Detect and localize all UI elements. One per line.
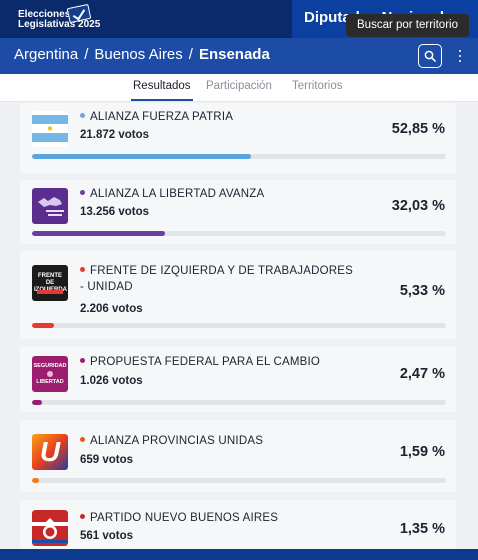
party-name: FRENTE DE IZQUIERDA Y DE TRABAJADORES - … (80, 263, 360, 295)
logo-text: LIBERTAD (36, 379, 64, 385)
party-name-text: PROPUESTA FEDERAL PARA EL CAMBIO (90, 356, 321, 368)
party-name: PROPUESTA FEDERAL PARA EL CAMBIO (80, 354, 380, 370)
party-color-dot (80, 358, 85, 363)
party-name: ALIANZA LA LIBERTAD AVANZA (80, 186, 380, 202)
result-card[interactable]: PARTIDO NUEVO BUENOS AIRES 561 votos 1,3… (20, 500, 456, 549)
frente-izquierda-logo: FRENTE DE IZQUIERDA (32, 265, 68, 301)
nuevo-buenos-aires-logo (32, 510, 68, 546)
party-name: PARTIDO NUEVO BUENOS AIRES (80, 510, 380, 526)
party-color-dot (80, 190, 85, 195)
provincias-unidas-logo: U (32, 434, 68, 470)
tab-bar: Resultados Participación Territorios (0, 74, 478, 102)
progress-fill (32, 154, 251, 159)
logo-line-1: Elecciones (18, 9, 71, 20)
result-progress-bar (32, 231, 446, 236)
result-card[interactable]: ALIANZA LA LIBERTAD AVANZA 13.256 votos … (20, 180, 456, 244)
vote-count: 561 votos (80, 530, 134, 542)
vote-count: 659 votos (80, 454, 134, 466)
party-name-text: ALIANZA PROVINCIAS UNIDAS (90, 435, 264, 447)
progress-fill (32, 323, 55, 328)
vote-percentage: 32,03 % (391, 198, 445, 214)
logo-emblem (47, 371, 53, 377)
party-name-text: ALIANZA LA LIBERTAD AVANZA (90, 188, 265, 200)
more-options-icon[interactable] (455, 48, 465, 64)
result-card[interactable]: U ALIANZA PROVINCIAS UNIDAS 659 votos 1,… (20, 420, 456, 492)
result-card[interactable]: FRENTE DE IZQUIERDA FRENTE DE IZQUIERDA … (20, 251, 456, 339)
party-name-text: PARTIDO NUEVO BUENOS AIRES (90, 512, 279, 524)
logo-letter: U (39, 436, 61, 467)
breadcrumb: Argentina / Buenos Aires / Ensenada (14, 46, 270, 63)
tab-territorios[interactable]: Territorios (292, 80, 343, 92)
search-tooltip: Buscar por territorio (346, 14, 469, 37)
logo-text: SEGURIDAD (33, 363, 67, 369)
result-progress-bar (32, 154, 446, 159)
argentina-flag-icon (32, 111, 68, 147)
breadcrumb-buenos-aires[interactable]: Buenos Aires (94, 46, 183, 63)
tab-resultados[interactable]: Resultados (131, 80, 193, 101)
party-color-dot (80, 437, 85, 442)
elections-logo[interactable]: Elecciones Legislativas 2025 (18, 3, 101, 30)
party-name: ALIANZA FUERZA PATRIA (80, 109, 380, 125)
vote-percentage: 1,59 % (399, 444, 445, 460)
logo-stripe (37, 290, 63, 294)
bottom-bar (0, 549, 478, 560)
libertad-avanza-logo (32, 188, 68, 224)
breadcrumb-bar: Argentina / Buenos Aires / Ensenada (0, 38, 478, 74)
party-name-text: FRENTE DE IZQUIERDA Y DE TRABAJADORES - … (80, 265, 354, 293)
result-progress-bar (32, 323, 446, 328)
search-territory-button[interactable] (418, 44, 442, 68)
vote-count: 1.026 votos (80, 375, 143, 387)
vote-percentage: 52,85 % (391, 121, 445, 137)
vote-count: 21.872 votos (80, 129, 150, 141)
party-color-dot (80, 113, 85, 118)
party-color-dot (80, 267, 85, 272)
result-progress-bar (32, 478, 446, 483)
breadcrumb-separator: / (188, 46, 193, 63)
breadcrumb-separator: / (84, 46, 89, 63)
party-name: ALIANZA PROVINCIAS UNIDAS (80, 433, 380, 449)
vote-percentage: 2,47 % (399, 366, 445, 382)
vote-percentage: 1,35 % (399, 521, 445, 537)
logo-line-2: Legislativas 2025 (18, 19, 101, 30)
progress-fill (32, 400, 43, 405)
party-color-dot (80, 514, 85, 519)
breadcrumb-current: Ensenada (198, 46, 270, 63)
result-card[interactable]: SEGURIDAD LIBERTAD PROPUESTA FEDERAL PAR… (20, 346, 456, 412)
tab-participacion[interactable]: Participación (206, 80, 272, 92)
progress-fill (32, 478, 39, 483)
vote-count: 13.256 votos (80, 206, 150, 218)
result-card[interactable]: ALIANZA FUERZA PATRIA 21.872 votos 52,85… (20, 103, 456, 173)
seguridad-libertad-logo: SEGURIDAD LIBERTAD (32, 356, 68, 392)
breadcrumb-argentina[interactable]: Argentina (14, 46, 79, 63)
result-progress-bar (32, 400, 446, 405)
vote-percentage: 5,33 % (399, 283, 445, 299)
vote-count: 2.206 votos (80, 303, 143, 315)
search-icon (424, 50, 436, 62)
progress-fill (32, 231, 165, 236)
party-name-text: ALIANZA FUERZA PATRIA (90, 111, 234, 123)
